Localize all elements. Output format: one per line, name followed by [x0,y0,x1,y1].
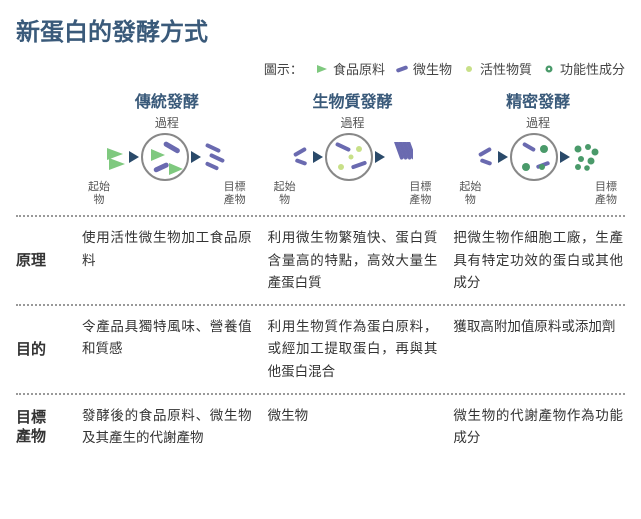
end-label: 目標 產物 [405,181,435,207]
start-label: 起始物 [455,181,485,207]
legend-text: 微生物 [413,59,452,78]
process-label: 過程 [526,114,550,131]
legend-text: 功能性成分 [560,59,625,78]
process-circle [141,133,189,181]
input-microbe-icon [476,142,496,172]
cell: 發酵後的食品原料、微生物及其產生的代謝產物 [80,395,254,460]
comparison-grid: 傳統發酵 生物質發酵 精密發酵 過程 起始物 [16,88,625,460]
legend-item-food: 食品原料 [315,59,385,78]
gear-icon [542,64,556,74]
input-food-icon [105,142,127,172]
row-label-purpose: 目的 [16,306,68,393]
process-circle [510,133,558,181]
cell: 利用生物質作為蛋白原料，或經加工提取蛋白，再與其他蛋白混合 [266,306,440,393]
legend-item-functional: 功能性成分 [542,59,625,78]
arrow-icon [498,151,508,163]
cell: 獲取高附加值原料或添加劑 [451,306,625,393]
process-circle [325,133,373,181]
output-bundle-icon [387,142,413,172]
output-microbe-icon [203,142,229,172]
arrow-icon [313,151,323,163]
triangle-icon [315,64,329,74]
cell: 利用微生物繁殖快、蛋白質含量高的特點，高效大量生產蛋白質 [266,217,440,304]
col-header: 傳統發酵 [80,88,254,114]
end-label: 目標 產物 [220,181,250,207]
start-label: 起始物 [270,181,300,207]
output-functional-icon [572,142,600,172]
rod-icon [395,64,409,74]
diagram-precision: 過程 [451,114,625,215]
cell: 使用活性微生物加工食品原料 [80,217,254,304]
arrow-icon [191,151,201,163]
cell: 把微生物作細胞工廠，生產具有特定功效的蛋白或其他成分 [451,217,625,304]
arrow-icon [129,151,139,163]
process-label: 過程 [340,114,364,131]
row-label-product: 目標 產物 [16,395,68,460]
col-header: 生物質發酵 [266,88,440,114]
legend-label: 圖示： [264,59,303,78]
diagram-biomass: 過程 起始物 目標 產物 [266,114,440,215]
cell: 微生物的代謝產物作為功能成分 [451,395,625,460]
diagram-traditional: 過程 起始物 目標 產物 [80,114,254,215]
legend-item-microbe: 微生物 [395,59,452,78]
cell: 微生物 [266,395,440,460]
cell: 令產品具獨特風味、營養值和質感 [80,306,254,393]
start-label: 起始物 [84,181,114,207]
input-microbe-icon [291,142,311,172]
row-label-principle: 原理 [16,217,68,304]
process-label: 過程 [155,114,179,131]
legend-item-active: 活性物質 [462,59,532,78]
dot-icon [462,64,476,74]
end-label: 目標 產物 [591,181,621,207]
arrow-icon [375,151,385,163]
legend-text: 活性物質 [480,59,532,78]
legend: 圖示： 食品原料 微生物 活性物質 功能性成分 [16,59,625,78]
page-title: 新蛋白的發酵方式 [16,12,625,47]
col-header: 精密發酵 [451,88,625,114]
arrow-icon [560,151,570,163]
legend-text: 食品原料 [333,59,385,78]
